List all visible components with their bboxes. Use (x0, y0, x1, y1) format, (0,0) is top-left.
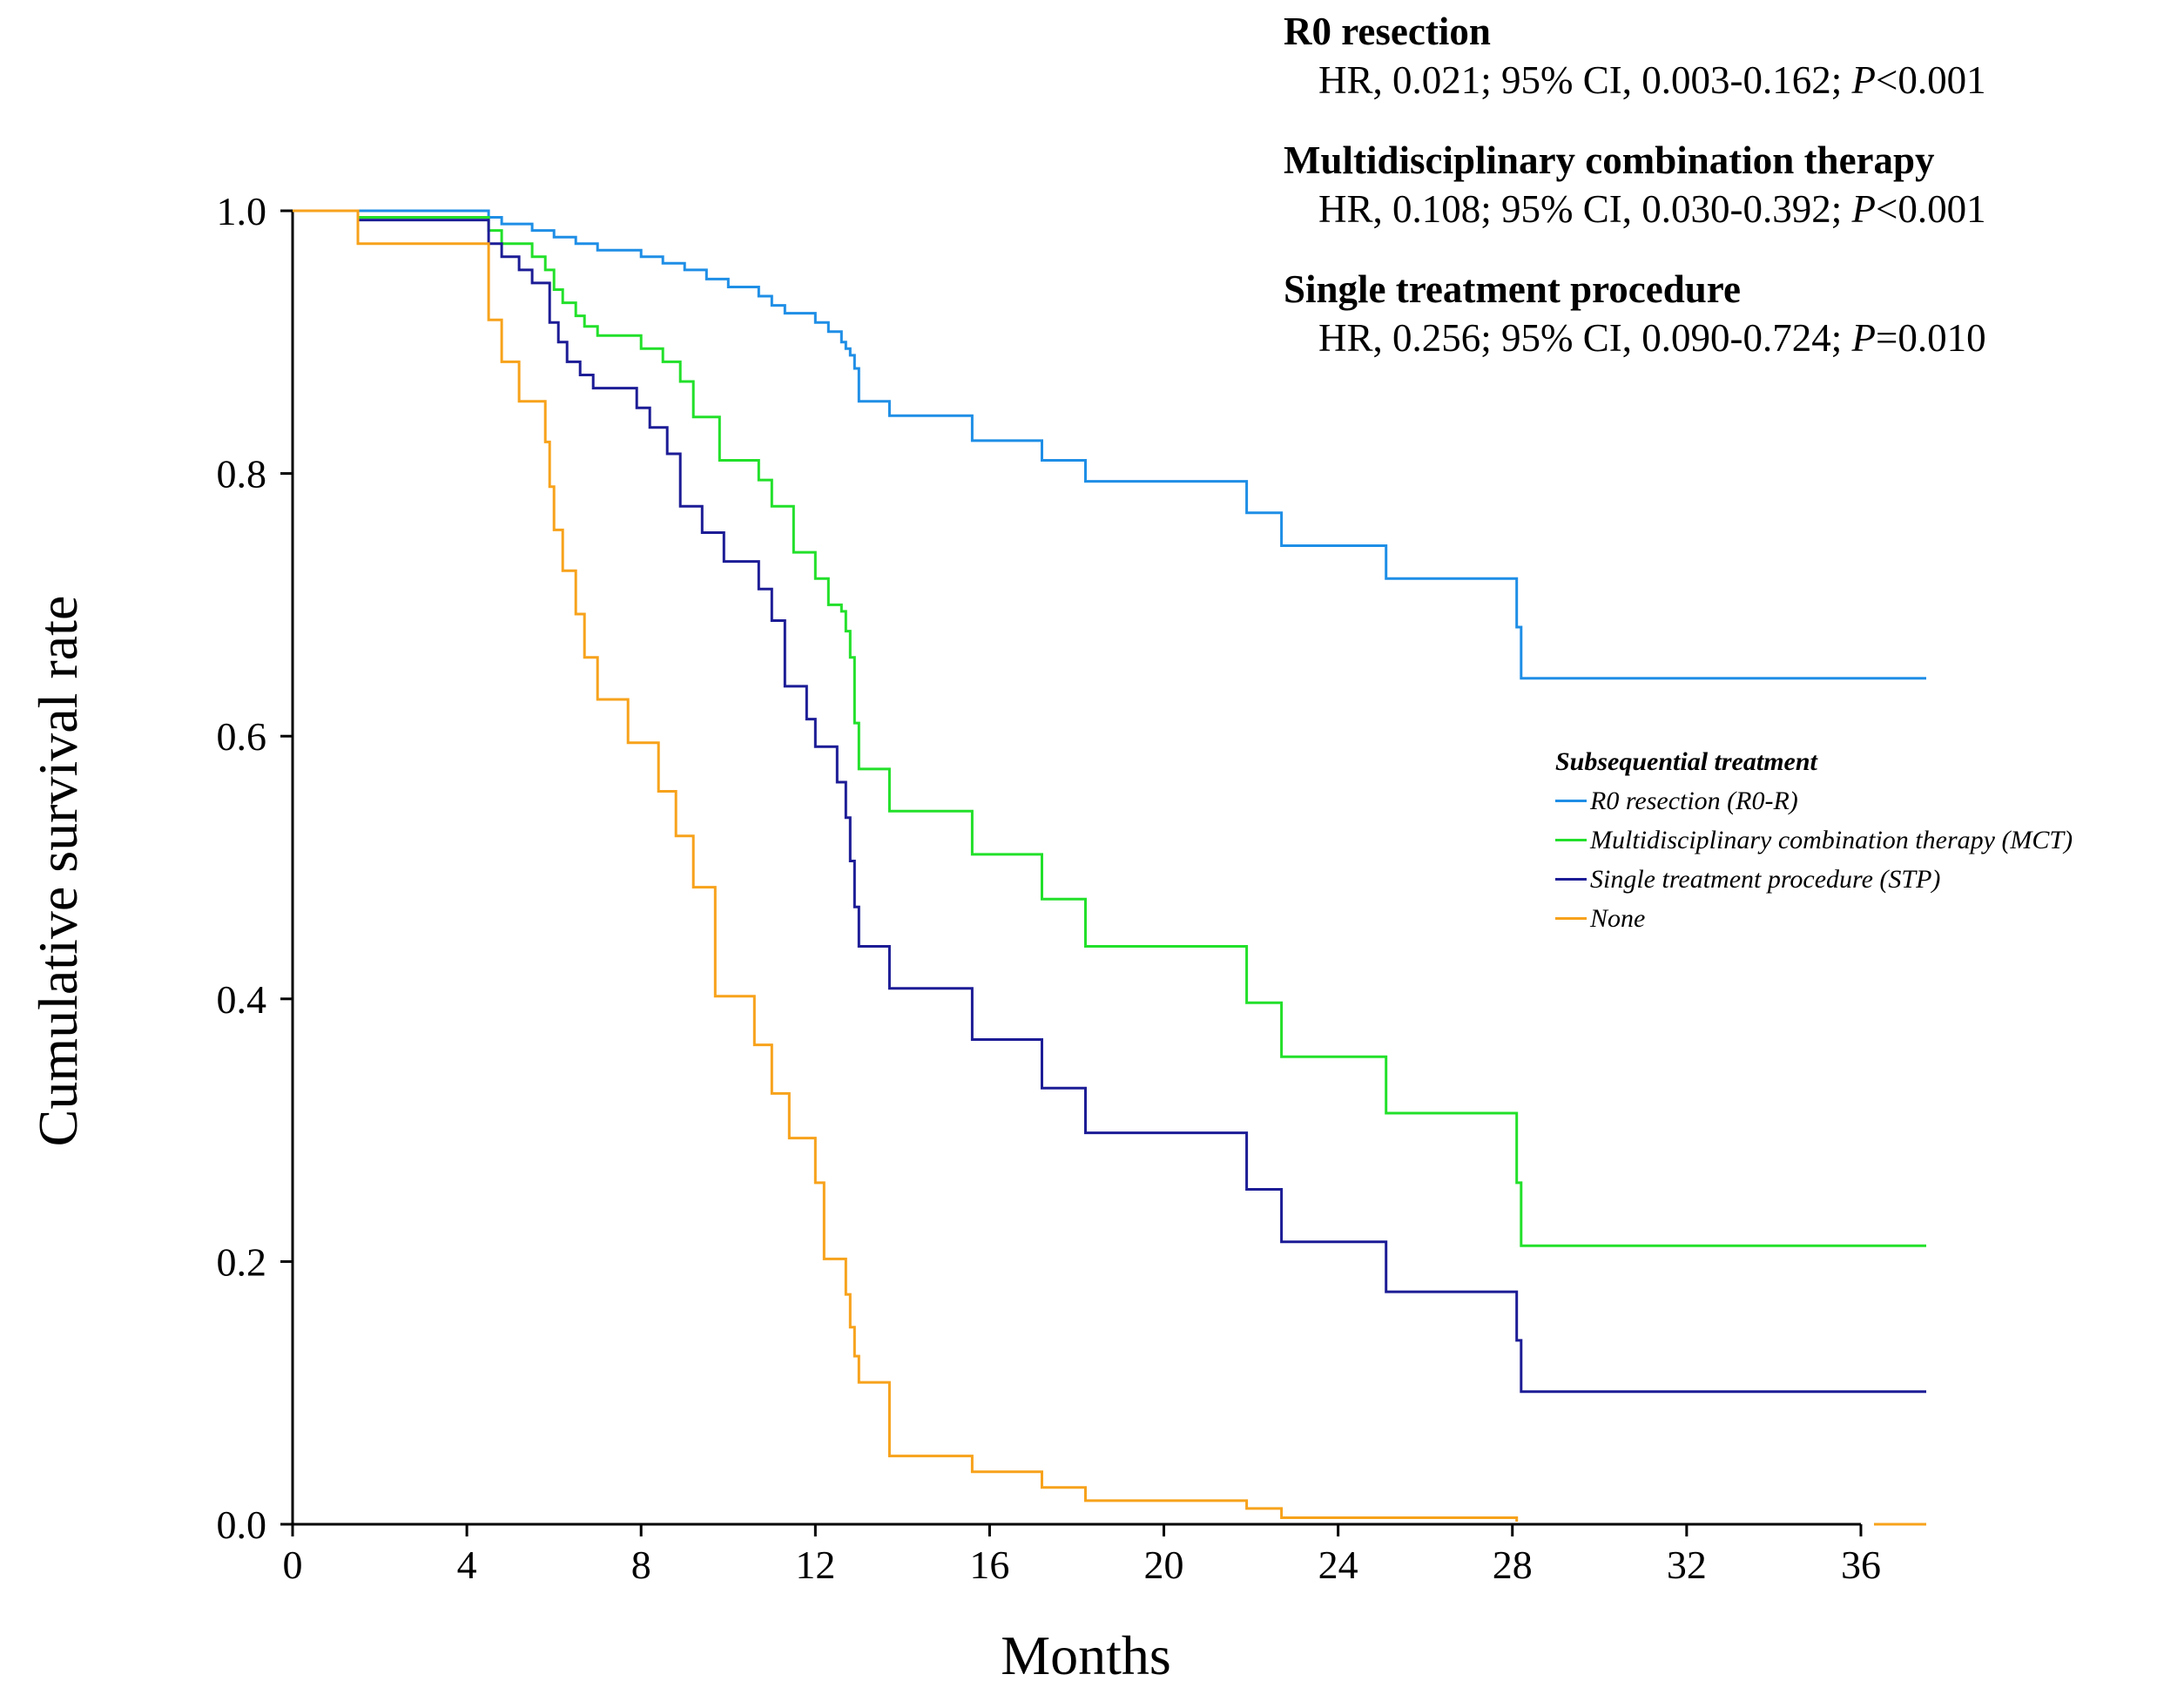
x-tick-label: 12 (795, 1543, 835, 1587)
hr-stat-r0: HR, 0.021; 95% CI, 0.003-0.162; P<0.001 (1284, 56, 2172, 105)
legend: Subsequential treatment R0 resection (R0… (1555, 742, 2073, 938)
x-tick-label: 16 (969, 1543, 1009, 1587)
x-tick-label: 36 (1841, 1543, 1881, 1587)
x-tick-label: 4 (457, 1543, 477, 1587)
legend-entry-mct: Multidisciplinary combination therapy (M… (1555, 820, 2073, 860)
legend-entry-none: None (1555, 899, 2073, 938)
legend-label-none: None (1590, 904, 1646, 933)
hr-name-stp: Single treatment procedure (1284, 267, 1741, 311)
legend-entry-r0: R0 resection (R0-R) (1555, 781, 2073, 820)
y-axis-label: Cumulative survival rate (27, 596, 89, 1147)
x-axis-label: Months (1001, 1624, 1171, 1686)
y-tick-label: 0.8 (217, 452, 267, 496)
legend-entry-stp: Single treatment procedure (STP) (1555, 860, 2073, 899)
x-tick-label: 0 (283, 1543, 303, 1587)
p-label-mct: P (1851, 187, 1877, 231)
y-tick-label: 0.4 (217, 977, 267, 1022)
legend-label-r0: R0 resection (R0-R) (1590, 787, 1798, 815)
hr-stat-mct: HR, 0.108; 95% CI, 0.030-0.392; P<0.001 (1284, 185, 2172, 233)
legend-label-stp: Single treatment procedure (STP) (1590, 865, 1941, 894)
p-value-stp: =0.010 (1876, 316, 1986, 360)
y-tick-label: 0.0 (217, 1502, 267, 1547)
p-label-r0: P (1851, 58, 1877, 102)
legend-swatch-r0 (1555, 800, 1587, 802)
p-label-stp: P (1851, 316, 1877, 360)
legend-swatch-none (1555, 917, 1587, 920)
hr-name-mct: Multidisciplinary combination therapy (1284, 138, 1935, 182)
y-ticks: 0.0 0.2 0.4 0.6 0.8 1.0 (217, 189, 293, 1547)
x-tick-label: 8 (631, 1543, 651, 1587)
x-tick-label: 20 (1144, 1543, 1184, 1587)
axes (291, 211, 1861, 1526)
x-ticks: 0 4 8 12 16 20 24 28 32 36 (283, 1524, 1881, 1587)
x-tick-label: 24 (1318, 1543, 1358, 1587)
hazard-ratio-panel: R0 resection HR, 0.021; 95% CI, 0.003-0.… (1284, 7, 2172, 394)
hr-value-stp: HR, 0.256; 95% CI, 0.090-0.724; (1318, 316, 1843, 360)
hr-value-mct: HR, 0.108; 95% CI, 0.030-0.392; (1318, 187, 1843, 231)
p-value-r0: <0.001 (1876, 58, 1986, 102)
legend-swatch-mct (1555, 839, 1587, 841)
hr-stat-stp: HR, 0.256; 95% CI, 0.090-0.724; P=0.010 (1284, 314, 2172, 362)
y-tick-label: 0.2 (217, 1239, 267, 1284)
y-tick-label: 0.6 (217, 714, 267, 759)
hr-r0: R0 resection HR, 0.021; 95% CI, 0.003-0.… (1284, 7, 2172, 105)
series-line-mct (293, 209, 1926, 1247)
legend-label-mct: Multidisciplinary combination therapy (M… (1590, 826, 2073, 854)
legend-swatch-stp (1555, 878, 1587, 881)
hr-mct: Multidisciplinary combination therapy HR… (1284, 136, 2172, 233)
x-tick-label: 28 (1493, 1543, 1533, 1587)
series-layer (293, 209, 1926, 1526)
series-line-none (293, 209, 1519, 1522)
hr-stp: Single treatment procedure HR, 0.256; 95… (1284, 265, 2172, 362)
p-value-mct: <0.001 (1876, 187, 1986, 231)
y-tick-label: 1.0 (217, 189, 267, 233)
x-tick-label: 32 (1667, 1543, 1707, 1587)
series-line-stp (293, 209, 1926, 1394)
legend-title: Subsequential treatment (1555, 747, 1817, 776)
hr-value-r0: HR, 0.021; 95% CI, 0.003-0.162; (1318, 58, 1843, 102)
series-line-r0 (293, 209, 1926, 680)
hr-name-r0: R0 resection (1284, 10, 1491, 53)
